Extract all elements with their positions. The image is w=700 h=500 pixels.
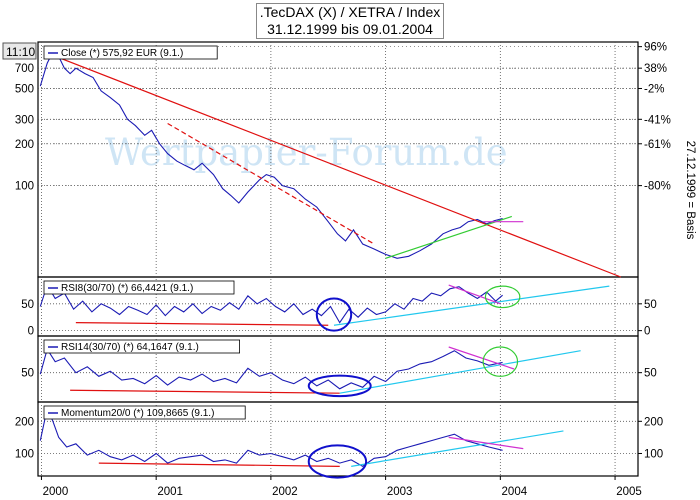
legend: RSI14(30/70) (*) 64,1647 (9.1.) [43,339,241,354]
chart-title-block: .TecDAX (X) / XETRA / Index 31.12.1999 b… [0,3,700,39]
panel-frames [37,41,639,477]
trendline [75,321,329,326]
legend-box [43,280,235,295]
rsi8-panel-series-line [39,283,503,324]
y-tick-label-right: 100 [644,448,663,460]
corner-label: 11:10 [6,45,35,59]
momentum-panel-series-line [39,406,503,467]
highlight-ellipse [482,346,519,377]
y-tick-label-left: 50 [21,299,34,311]
legend-box [43,45,218,60]
legend-label: RSI14(30/70) (*) 64,1647 (9.1.) [61,342,199,353]
y-tick-label-right: 0 [644,326,650,338]
y-tick-label-left: 700 [15,63,34,75]
y-tick-label-left: 100 [15,181,34,193]
trendline [448,436,524,450]
y-tick-label-right: -2% [644,83,664,95]
axis-labels: 2000 2001 2002 2003 2004 20057005003002001009… [15,42,671,498]
legend-box [43,339,241,354]
legend-box [43,405,246,420]
chart-title: .TecDAX (X) / XETRA / Index [259,4,441,20]
highlight-ellipse [315,297,353,332]
y-tick-label-right: 200 [644,416,663,428]
x-tick-label: 2004 [502,486,528,498]
legend: RSI8(30/70) (*) 66,4421 (9.1.) [43,280,235,295]
highlight-ellipse [307,444,368,479]
y-tick-label-left: 200 [15,139,34,151]
trendline [448,284,501,305]
series-lines [39,50,503,467]
y-tick-label-left: 0 [28,326,34,338]
x-tick-label: 2000 [43,486,69,498]
x-tick-label: 2005 [616,486,642,498]
x-tick-label: 2001 [157,486,183,498]
x-tick-label: 2002 [272,486,298,498]
y-tick-label-right: -61% [644,139,671,151]
trendline [70,389,340,394]
y-tick-label-left: 500 [15,83,34,95]
basis-label: 27.12.1999 = Basis [684,141,696,240]
trendline [339,350,581,394]
corner-label-box [2,42,37,60]
trendline [385,215,512,259]
legend-label: Close (*) 575,92 EUR (9.1.) [61,48,183,59]
chart-date-range: 31.12.1999 bis 09.01.2004 [267,21,433,37]
rsi14-panel-series-line [39,347,503,390]
legend: Momentum20/0 (*) 109,8665 (9.1.) [43,405,246,420]
legend: Close (*) 575,92 EUR (9.1.) [43,45,218,60]
price-panel-series-line [39,50,503,259]
y-tick-label-left: 50 [21,368,34,380]
watermark-text: Wertpapier-Forum.de [105,131,508,174]
x-tick-label: 2003 [387,486,413,498]
y-tick-label-left: 200 [15,416,34,428]
legend-label: RSI8(30/70) (*) 66,4421 (9.1.) [61,283,193,294]
y-tick-label-right: -41% [644,114,671,126]
y-tick-label-right: 50 [644,368,657,380]
y-tick-label-left: 300 [15,114,34,126]
trendline [98,462,340,467]
trendline [46,52,622,278]
trendline [448,346,515,370]
y-tick-label-right: 50 [644,299,657,311]
trend-overlays [46,52,622,479]
trendline [333,285,610,326]
trendline [351,430,564,467]
highlight-ellipse [307,374,372,398]
highlight-ellipse [484,285,521,309]
panel-frame [37,401,639,477]
y-tick-label-right: 96% [644,42,667,54]
y-tick-label-right: 38% [644,63,667,75]
y-tick-label-left: 100 [15,448,34,460]
y-tick-label-right: -80% [644,181,671,193]
legend-label: Momentum20/0 (*) 109,8665 (9.1.) [61,408,214,419]
